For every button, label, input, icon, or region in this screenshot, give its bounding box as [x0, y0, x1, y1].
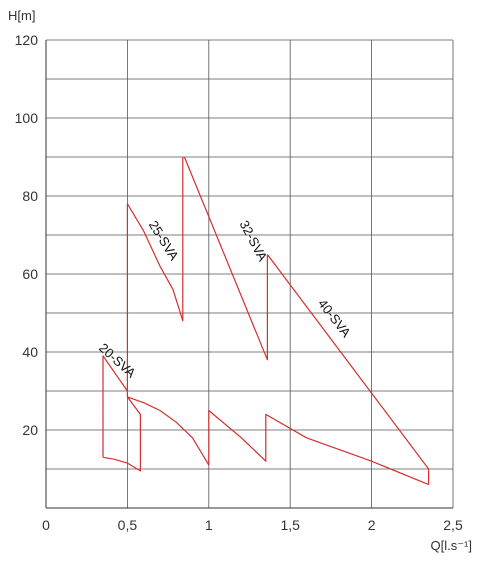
x-tick-label: 0,5: [118, 517, 138, 533]
series-label: 32-SVA: [237, 218, 271, 264]
y-axis-label: H[m]: [8, 8, 35, 23]
series-line: [266, 254, 430, 485]
axes: [45, 40, 453, 509]
y-tick-label: 100: [15, 110, 39, 126]
series-label: 40-SVA: [315, 296, 354, 340]
series-line: [183, 156, 268, 361]
series-label: 25-SVA: [146, 218, 182, 263]
x-axis-label: Q[l.s⁻¹]: [430, 538, 472, 553]
y-tick-label: 80: [22, 188, 38, 204]
x-tick-label: 2,5: [443, 517, 463, 533]
series-line: [127, 396, 210, 466]
y-tick-label: 40: [22, 344, 38, 360]
series-lines: [102, 156, 430, 486]
y-tick-label: 60: [22, 266, 38, 282]
x-tick-label: 1,5: [280, 517, 300, 533]
y-tick-label: 20: [22, 422, 38, 438]
series-line: [102, 355, 141, 472]
x-tick-label: 2: [368, 517, 376, 533]
series-line: [208, 409, 429, 486]
y-tick-label: 120: [15, 32, 39, 48]
tick-labels: 20 40 60 80 100 120 0 0,5 1 1,5 2 2,5: [15, 32, 463, 533]
series-line: [126, 157, 184, 391]
grid: [46, 39, 454, 508]
x-tick-label: 0: [42, 517, 50, 533]
x-tick-label: 1: [205, 517, 213, 533]
